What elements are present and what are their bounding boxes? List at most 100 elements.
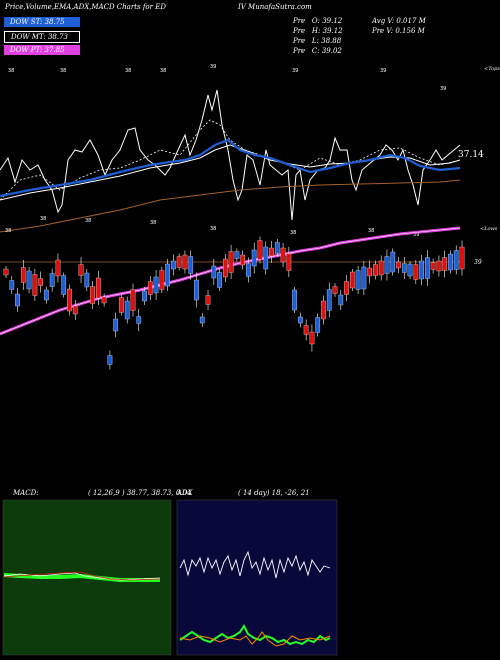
svg-text:39: 39: [413, 232, 419, 238]
candle-down: [72, 305, 78, 315]
legend-dow-pt: DOW PT: 37.85: [4, 45, 80, 55]
candle-up: [355, 270, 361, 290]
svg-text:38: 38: [160, 68, 166, 74]
candle-down: [430, 262, 436, 270]
candle-up: [263, 246, 269, 270]
adx-orange-line: [179, 631, 331, 647]
svg-text:39: 39: [210, 64, 216, 70]
candle-up: [425, 257, 430, 279]
svg-text:38: 38: [85, 218, 91, 224]
candle-down: [280, 247, 286, 263]
candle-down: [119, 297, 124, 313]
candle-down: [32, 274, 38, 296]
pink-ema-inner: [0, 227, 461, 335]
svg-text:38: 38: [60, 68, 66, 74]
candle-up: [211, 265, 217, 279]
svg-text:39: 39: [380, 68, 386, 74]
candle-up: [124, 300, 130, 320]
candle-up: [142, 290, 147, 302]
candle-up: [326, 289, 332, 311]
adx-green-line: [179, 624, 331, 646]
candle-down: [101, 296, 107, 304]
macd-params: ( 12,26,9 ) 38.77, 38.73, 0.04: [88, 489, 192, 497]
stat-close: Pre C: 39.02: [293, 47, 342, 55]
candle-up: [401, 263, 407, 273]
svg-text:38: 38: [150, 220, 156, 226]
candle-down: [396, 261, 401, 269]
candle-up: [15, 293, 20, 307]
adx-label: ADX: [177, 489, 193, 497]
candle-up: [453, 250, 459, 270]
stat-low: Pre L: 38.88: [293, 37, 342, 45]
svg-text:38: 38: [210, 226, 216, 232]
candle-up: [194, 279, 199, 301]
candle-up: [390, 251, 396, 273]
candle-down: [147, 281, 153, 295]
candle-up: [136, 316, 142, 324]
candle-up: [188, 256, 194, 274]
candle-up: [153, 276, 159, 294]
candle-down: [67, 288, 72, 312]
candle-down: [332, 286, 338, 294]
candle-down: [176, 256, 182, 268]
pre-volume: Pre V: 0.156 M: [372, 27, 425, 35]
legend-dow-st: DOW ST: 38.75: [4, 17, 80, 27]
candle-up: [251, 249, 257, 267]
candle-down: [38, 278, 43, 286]
candle-up: [61, 275, 67, 295]
price-label: 37.14: [458, 150, 484, 160]
candle-up: [274, 242, 280, 254]
candle-down: [269, 247, 274, 257]
svg-text:38: 38: [5, 228, 11, 234]
adx-white-line: [179, 550, 331, 579]
blue-line: [0, 138, 461, 198]
stat-open: Pre O: 39.12: [293, 17, 343, 25]
pink-ema: [0, 226, 461, 336]
candle-down: [3, 268, 9, 276]
adx-lines: [179, 550, 331, 647]
candle-up: [9, 280, 15, 290]
candle-down: [96, 277, 101, 299]
candle-down: [321, 300, 326, 320]
adx-panel: [176, 499, 338, 656]
stat-high: Pre H: 39.12: [293, 27, 343, 35]
candle-up: [384, 256, 390, 274]
candle-down: [228, 251, 234, 273]
candle-down: [182, 254, 188, 270]
svg-text:38: 38: [8, 68, 14, 74]
svg-text:38: 38: [368, 228, 374, 234]
candle-down: [240, 254, 246, 266]
candle-down: [373, 264, 378, 276]
candle-up: [217, 272, 222, 288]
site-name: IV MunafaSutra.com: [238, 3, 312, 11]
tops-label: <Tops: [484, 66, 500, 72]
candle-up: [315, 317, 321, 333]
candle-down: [436, 260, 442, 272]
white-dotted-line: [0, 119, 461, 201]
candle-down: [378, 260, 384, 276]
macd-lines: [3, 571, 161, 582]
peak-markers: 38 38 38 38 39 39 39 39 38 38 38 38 38 38 39 38: [5, 64, 446, 238]
candle-up: [419, 260, 424, 280]
svg-text:38: 38: [125, 68, 131, 74]
candle-up: [49, 273, 55, 287]
candle-down: [90, 286, 95, 304]
signal-line: [3, 571, 161, 581]
lows-label: <Lows: [480, 226, 498, 232]
candle-down: [459, 246, 465, 270]
candle-down: [349, 271, 355, 289]
candle-up: [407, 263, 413, 277]
reference-value-label: 39: [474, 259, 482, 266]
candle-up: [234, 251, 240, 259]
candle-down: [257, 240, 263, 260]
candle-down: [286, 253, 292, 271]
candle-up: [292, 289, 297, 311]
chart-title: Price,Volume,EMA,ADX,MACD Charts for ED: [5, 3, 166, 11]
candle-up: [246, 263, 251, 277]
candle-down: [20, 267, 26, 283]
candle-down: [205, 295, 211, 305]
svg-text:38: 38: [40, 216, 46, 222]
candle-up: [171, 260, 176, 270]
macd-label: MACD:: [13, 489, 39, 497]
